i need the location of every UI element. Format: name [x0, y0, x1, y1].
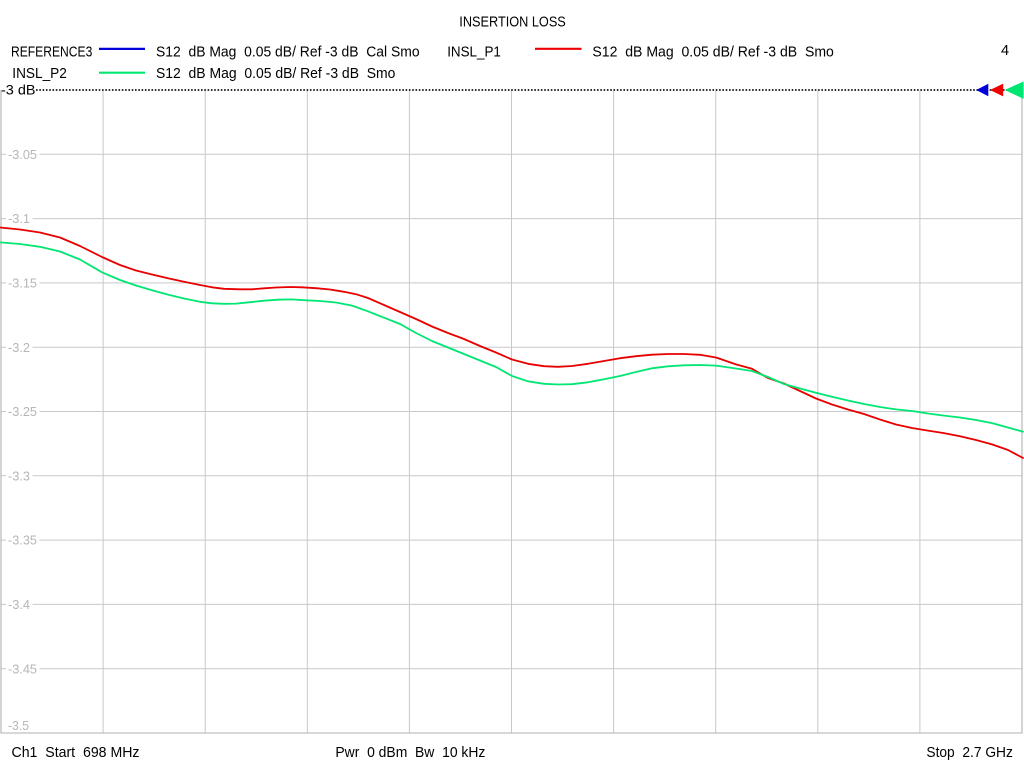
svg-text:S12 dB Mag 0.05 dB/ Ref -3 d: S12 dB Mag 0.05 dB/ Ref -3 dB Cal Smo [156, 44, 420, 60]
svg-text:-3 dB: -3 dB [1, 82, 36, 98]
svg-text:-3.2: -3.2 [8, 340, 30, 355]
svg-text:S12 dB Mag 0.05 dB/ Ref -3 d: S12 dB Mag 0.05 dB/ Ref -3 dB Smo [156, 66, 395, 82]
svg-text:-3.45: -3.45 [8, 661, 37, 676]
svg-text:INSERTION LOSS: INSERTION LOSS [459, 13, 566, 30]
svg-text:-3.1: -3.1 [8, 211, 30, 226]
svg-text:Pwr 0 dBm Bw 10 kHz: Pwr 0 dBm Bw 10 kHz [335, 744, 485, 761]
svg-text:-3.05: -3.05 [8, 147, 37, 162]
svg-text:INSL_P1: INSL_P1 [447, 44, 501, 60]
svg-text:S12 dB Mag 0.05 dB/ Ref -3 d: S12 dB Mag 0.05 dB/ Ref -3 dB Smo [592, 44, 834, 60]
svg-text:-3.25: -3.25 [8, 404, 37, 419]
svg-text:Stop 2.7 GHz: Stop 2.7 GHz [926, 744, 1013, 761]
svg-text:REFERENCE3: REFERENCE3 [11, 44, 92, 60]
svg-text:Ch1 Start 698 MHz: Ch1 Start 698 MHz [12, 744, 140, 761]
svg-text:INSL_P2: INSL_P2 [12, 66, 67, 82]
svg-text:-3.4: -3.4 [8, 597, 30, 612]
svg-text:4: 4 [1001, 43, 1009, 59]
svg-text:-3.15: -3.15 [8, 276, 37, 291]
svg-text:-3.35: -3.35 [8, 533, 37, 548]
svg-text:-3.3: -3.3 [8, 468, 30, 483]
svg-text:-3.5: -3.5 [8, 718, 29, 733]
